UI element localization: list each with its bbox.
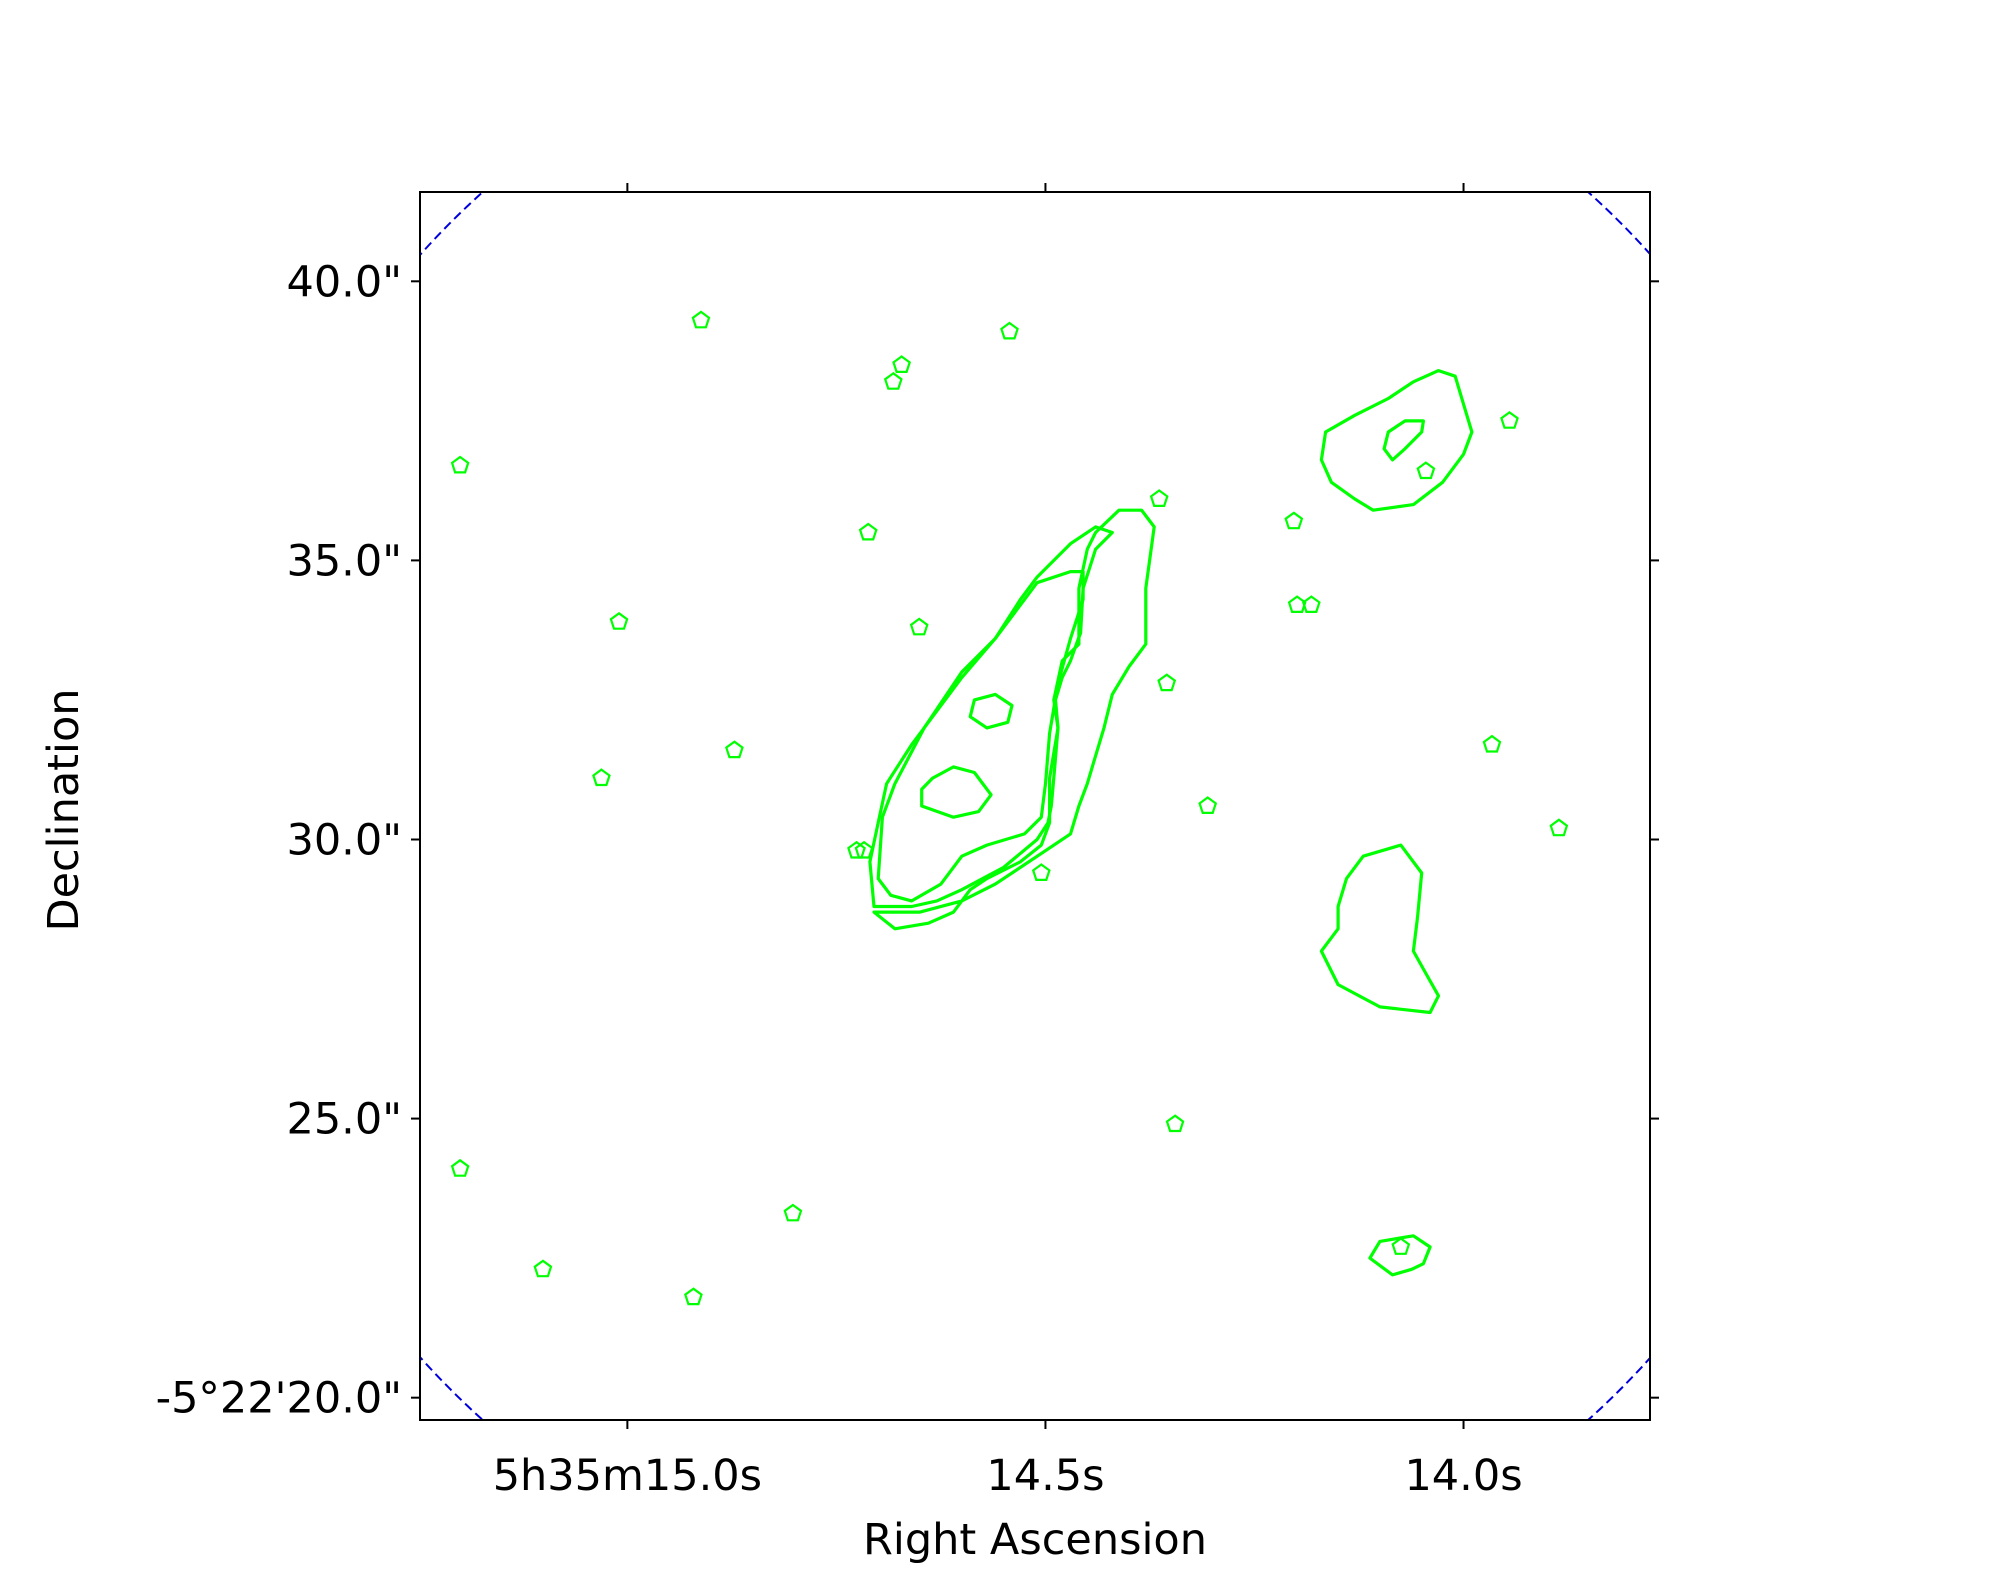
y-axis-label: Declination: [39, 688, 89, 931]
source-marker-1: [684, 1287, 703, 1306]
source-marker-26: [883, 371, 903, 390]
x-axis-label: Right Ascension: [863, 1515, 1207, 1565]
contour-line-2: [868, 525, 1114, 909]
source-marker-15: [1157, 673, 1177, 692]
source-marker-23: [450, 455, 470, 474]
source-marker-9: [854, 840, 874, 859]
source-marker-10: [1198, 796, 1218, 815]
source-marker-20: [858, 522, 878, 541]
contour-line-9: [1382, 419, 1426, 462]
source-marker-6: [1391, 1237, 1411, 1255]
contour-line-4: [920, 765, 993, 819]
contour-line-1: [872, 508, 1156, 931]
y-tick-label-4: 35.0": [286, 536, 402, 586]
y-tick-label-2: 25.0": [286, 1095, 402, 1145]
x-tick-label-3: 14.0s: [1404, 1451, 1522, 1501]
contour-line-7: [1319, 843, 1441, 1015]
source-marker-3: [783, 1203, 803, 1222]
source-marker-29: [691, 310, 711, 329]
source-marker-22: [1149, 489, 1169, 507]
field-of-view-circle: [420, 192, 1650, 1420]
source-marker-7: [1031, 863, 1051, 882]
source-marker-24: [1416, 461, 1436, 480]
source-marker-13: [725, 740, 744, 759]
source-marker-4: [450, 1158, 470, 1177]
source-marker-27: [892, 355, 911, 373]
x-tick-label-2: 14.5s: [986, 1451, 1104, 1501]
plot-area: [419, 191, 1651, 1421]
source-marker-21: [1284, 511, 1304, 530]
contour-line-3: [876, 569, 1085, 903]
x-tick-label-1: 5h35m15.0s: [493, 1451, 762, 1501]
source-marker-17: [909, 617, 929, 636]
source-marker-12: [592, 768, 611, 787]
contour-line-8: [1319, 369, 1474, 512]
source-marker-11: [1549, 818, 1569, 837]
source-marker-2: [533, 1259, 553, 1278]
y-tick-label-3: 30.0": [286, 815, 402, 865]
source-marker-19: [1302, 595, 1321, 614]
y-tick-label-5: 40.0": [286, 257, 402, 307]
source-marker-25: [1500, 411, 1519, 429]
source-marker-8: [847, 840, 866, 859]
source-marker-16: [609, 611, 629, 630]
plot-frame: [419, 191, 1651, 1421]
source-marker-28: [1000, 321, 1019, 340]
y-tick-label-1: -5°22'20.0": [156, 1374, 402, 1424]
contour-line-5: [968, 692, 1014, 730]
source-marker-5: [1165, 1114, 1185, 1133]
contour-line-6: [1368, 1234, 1432, 1277]
source-marker-14: [1482, 734, 1502, 753]
